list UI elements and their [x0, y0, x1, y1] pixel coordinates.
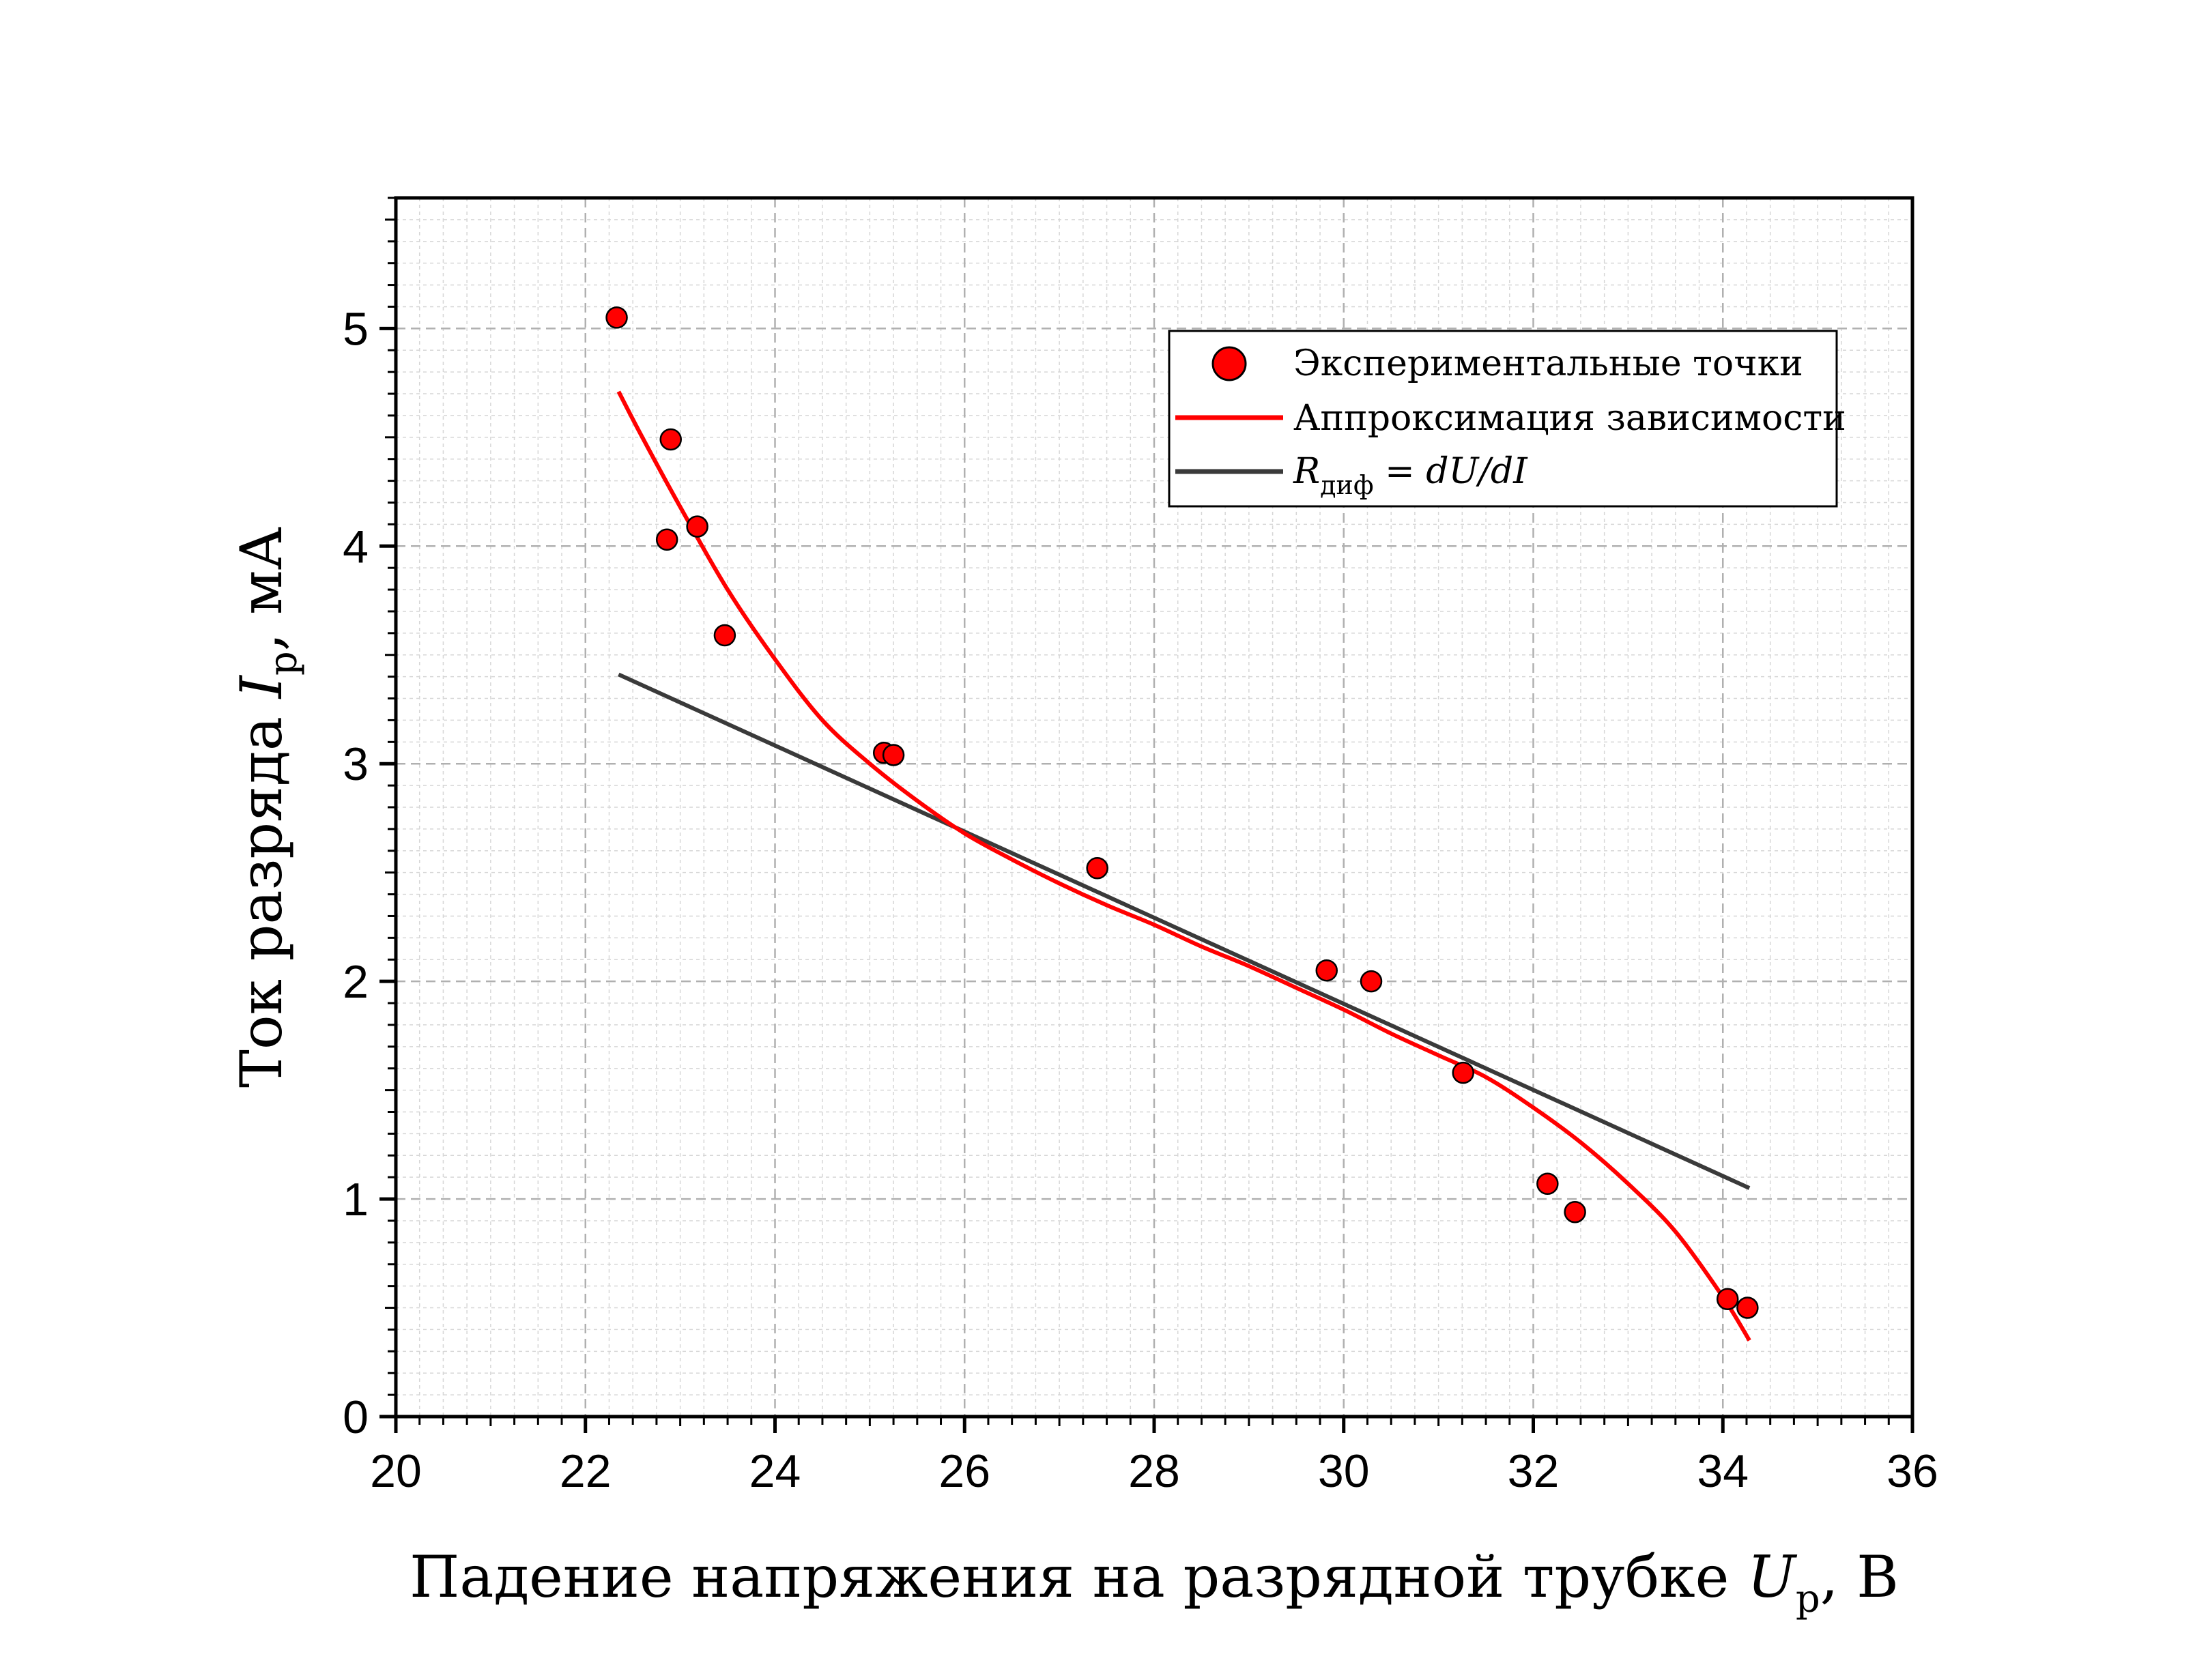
legend-label-fit: Аппроксимация зависимости — [1293, 398, 1846, 439]
x-tick-label: 30 — [1318, 1445, 1370, 1497]
x-axis-title: Падение напряжения на разрядной трубке U… — [410, 1544, 1899, 1621]
data-point — [1360, 970, 1383, 993]
legend-box — [1168, 330, 1838, 508]
data-point — [1086, 857, 1108, 880]
minor-grid — [396, 197, 1912, 1417]
y-tick-label: 0 — [343, 1391, 369, 1443]
legend-label-rdiff: Rдиф = dU/dI — [1293, 451, 1528, 500]
y-tick-label: 1 — [343, 1174, 369, 1226]
data-point — [1716, 1288, 1739, 1311]
legend: Экспериментальные точки Аппроксимация за… — [1168, 330, 1846, 508]
y-tick-label: 3 — [343, 738, 369, 790]
data-point — [1736, 1297, 1759, 1319]
rdiff-line — [618, 672, 1751, 1190]
x-tick-label: 22 — [560, 1445, 612, 1497]
legend-marker-points — [1211, 346, 1247, 381]
data-point — [605, 306, 628, 329]
x-tick-label: 34 — [1697, 1445, 1749, 1497]
x-tick-label: 20 — [370, 1445, 422, 1497]
y-axis-title: Ток разряда Iр, мА — [228, 527, 306, 1088]
x-tick-label: 32 — [1508, 1445, 1560, 1497]
data-point — [686, 515, 708, 538]
x-tick-label: 24 — [749, 1445, 801, 1497]
data-points — [605, 306, 1759, 1319]
data-point — [659, 428, 682, 451]
data-point — [1536, 1172, 1559, 1195]
data-point — [713, 624, 736, 647]
x-tick-label: 36 — [1886, 1445, 1938, 1497]
data-point — [655, 528, 678, 551]
data-point — [1564, 1200, 1586, 1223]
axis-ticks — [379, 197, 1914, 1433]
legend-label-points: Экспериментальные точки — [1293, 343, 1803, 384]
data-point — [882, 744, 905, 766]
data-point — [1452, 1061, 1474, 1084]
y-tick-label: 2 — [343, 956, 369, 1008]
y-tick-label: 5 — [343, 303, 369, 355]
y-tick-label: 4 — [343, 521, 369, 573]
x-tick-label: 26 — [938, 1445, 990, 1497]
series-lines — [616, 390, 1751, 1342]
data-point — [1315, 959, 1338, 982]
fit-curve — [616, 390, 1751, 1342]
x-tick-label: 28 — [1128, 1445, 1180, 1497]
